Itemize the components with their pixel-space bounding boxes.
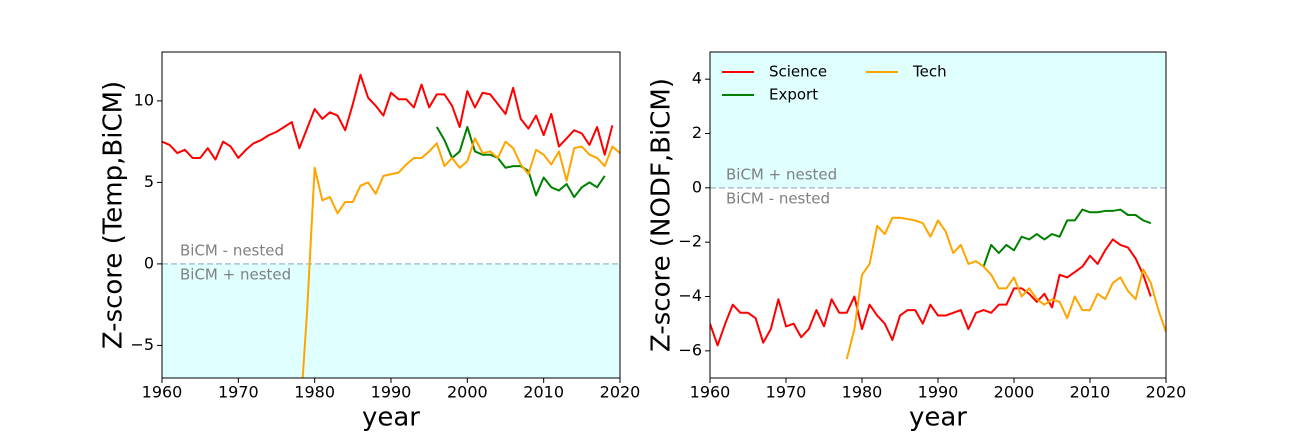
x-tick-label: 1970 (218, 383, 259, 402)
plot-area (710, 208, 1166, 360)
x-tick-label: 1960 (142, 383, 183, 402)
y-tick-label: 0 (692, 177, 702, 196)
y-tick-label: 4 (692, 69, 702, 88)
y-tick-label: −2 (678, 232, 702, 251)
y-tick-label: 2 (692, 123, 702, 142)
x-tick-label: 2020 (1146, 383, 1187, 402)
x-tick-label: 2020 (600, 383, 641, 402)
plot-area (162, 73, 620, 378)
annotation: BiCM - nested (726, 189, 830, 207)
y-tick-label: 5 (144, 172, 154, 191)
legend-label: Science (769, 63, 827, 81)
x-tick-label: 1990 (371, 383, 412, 402)
x-tick-label: 2010 (1070, 383, 1111, 402)
data-line (982, 208, 1152, 267)
x-tick-label: 2000 (994, 383, 1035, 402)
y-tick-label: 0 (144, 253, 154, 272)
x-axis-label: year (362, 403, 420, 432)
x-tick-label: 1980 (842, 383, 883, 402)
shaded-region (710, 52, 1166, 188)
x-tick-label: 1990 (918, 383, 959, 402)
y-tick-label: 10 (134, 90, 154, 109)
annotation: BiCM + nested (726, 165, 837, 183)
data-line (301, 137, 620, 378)
data-line (435, 125, 606, 199)
y-tick-label: −4 (678, 286, 702, 305)
y-tick-label: −5 (130, 335, 154, 354)
x-tick-label: 1970 (766, 383, 807, 402)
data-line (710, 238, 1152, 347)
legend-label: Export (769, 86, 818, 104)
y-axis-label: Z-score (Temp,BiCM) (99, 81, 129, 349)
data-line (162, 73, 614, 161)
x-tick-label: 2010 (523, 383, 564, 402)
y-tick-label: −6 (678, 340, 702, 359)
legend-label: Tech (912, 63, 947, 81)
x-tick-label: 1960 (690, 383, 731, 402)
y-axis-label: Z-score (NODF,BiCM) (647, 78, 677, 352)
data-line (845, 216, 1166, 360)
shaded-region (162, 263, 620, 378)
x-tick-label: 1980 (294, 383, 335, 402)
annotation: BiCM + nested (180, 265, 291, 283)
annotation: BiCM - nested (180, 241, 284, 259)
x-axis-label: year (909, 403, 967, 432)
x-tick-label: 2000 (447, 383, 488, 402)
